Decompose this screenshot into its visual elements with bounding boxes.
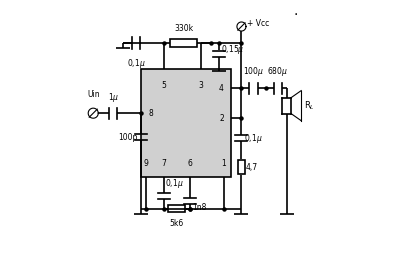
- Text: ·: ·: [293, 8, 298, 22]
- Text: 0,15$\mu$: 0,15$\mu$: [221, 43, 244, 56]
- Text: 6: 6: [188, 159, 192, 168]
- Text: 9: 9: [144, 159, 148, 168]
- Text: R$_L$: R$_L$: [304, 99, 315, 112]
- Text: 1$\mu$: 1$\mu$: [108, 91, 119, 104]
- Text: 7: 7: [161, 159, 166, 168]
- Text: + Vcc: + Vcc: [247, 20, 269, 28]
- Text: 0,1$\mu$: 0,1$\mu$: [244, 132, 263, 145]
- Text: 3: 3: [199, 81, 204, 89]
- Bar: [141, 69, 232, 177]
- Bar: [170, 39, 198, 46]
- Text: 5: 5: [161, 81, 166, 89]
- Text: 0,1$\mu$: 0,1$\mu$: [165, 177, 184, 190]
- Bar: [168, 205, 185, 212]
- Text: 680$\mu$: 680$\mu$: [267, 65, 288, 77]
- Text: 1: 1: [222, 159, 226, 168]
- Text: 1n8: 1n8: [192, 203, 206, 212]
- Text: Uin: Uin: [87, 90, 100, 99]
- Text: 8: 8: [148, 109, 153, 118]
- Text: 4,7: 4,7: [245, 163, 257, 172]
- Text: 100$\mu$: 100$\mu$: [243, 65, 264, 77]
- Bar: [238, 160, 245, 174]
- Text: 2: 2: [219, 114, 224, 123]
- Text: 4: 4: [219, 84, 224, 92]
- Text: 5k6: 5k6: [170, 219, 184, 228]
- Text: 330k: 330k: [174, 24, 193, 33]
- Text: 0,1$\mu$: 0,1$\mu$: [127, 57, 145, 70]
- Text: 100p: 100p: [118, 133, 138, 141]
